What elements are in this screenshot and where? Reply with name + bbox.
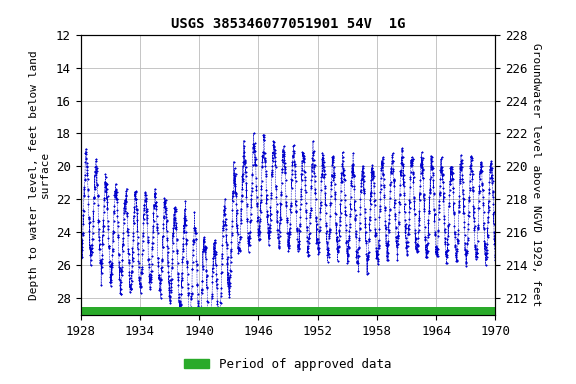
Title: USGS 385346077051901 54V  1G: USGS 385346077051901 54V 1G: [170, 17, 406, 31]
Y-axis label: Groundwater level above NGVD 1929, feet: Groundwater level above NGVD 1929, feet: [532, 43, 541, 306]
Y-axis label: Depth to water level, feet below land
surface: Depth to water level, feet below land su…: [29, 50, 50, 300]
Legend: Period of approved data: Period of approved data: [179, 353, 397, 376]
Bar: [81, 308, 495, 315]
